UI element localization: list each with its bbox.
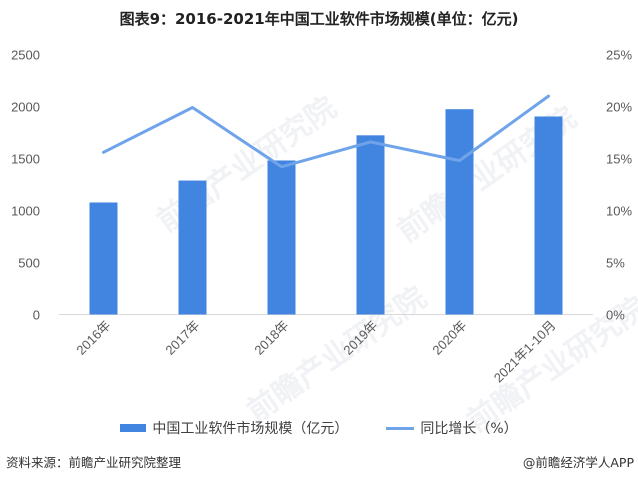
y-axis-left: 0 500 1000 1500 2000 2500 <box>11 48 40 323</box>
x-tick-label: 2018年 <box>251 318 291 358</box>
y-axis-right: 0% 5% 10% 15% 20% 25% <box>606 48 632 323</box>
bar-series <box>89 109 563 315</box>
legend: 中国工业软件市场规模（亿元） 同比增长（%） <box>0 418 638 438</box>
x-tick-label: 2016年 <box>73 318 113 358</box>
x-tick-label: 2021年1-10月 <box>491 318 559 386</box>
legend-label: 同比增长（%） <box>420 421 518 437</box>
y2-tick-label: 0% <box>606 308 625 323</box>
bar <box>178 180 207 315</box>
y-tick-label: 500 <box>18 256 40 271</box>
legend-label: 中国工业软件市场规模（亿元） <box>152 421 349 437</box>
bar <box>534 116 563 315</box>
y-tick-label: 1500 <box>11 152 40 167</box>
growth-line-series <box>102 94 550 169</box>
y2-tick-label: 5% <box>606 256 625 271</box>
legend-item-growth: 同比增长（%） <box>386 418 518 438</box>
bar <box>356 135 385 315</box>
y-tick-label: 2000 <box>11 100 40 115</box>
footer: 资料来源：前瞻产业研究院整理 @前瞻经济学人APP <box>6 452 634 471</box>
y-tick-label: 1000 <box>11 204 40 219</box>
bar <box>267 160 296 315</box>
x-tick-label: 2019年 <box>340 318 380 358</box>
y2-tick-label: 15% <box>606 152 632 167</box>
chart-title: 图表9：2016-2021年中国工业软件市场规模(单位：亿元) <box>119 10 519 28</box>
y2-tick-label: 25% <box>606 48 632 63</box>
legend-item-market-size: 中国工业软件市场规模（亿元） <box>120 418 348 438</box>
bar <box>445 109 474 315</box>
line-swatch-icon <box>386 426 415 430</box>
y2-tick-label: 20% <box>606 100 632 115</box>
y2-tick-label: 10% <box>606 204 632 219</box>
y-tick-label: 2500 <box>11 48 40 63</box>
bar <box>89 202 118 315</box>
x-axis-labels: 2016年 2017年 2018年 2019年 2020年 2021年1-10月 <box>73 318 558 386</box>
x-tick-label: 2020年 <box>429 318 469 358</box>
x-tick-label: 2017年 <box>162 318 202 358</box>
credit-note: @前瞻经济学人APP <box>522 455 634 470</box>
y-tick-label: 0 <box>33 308 40 323</box>
source-note: 资料来源：前瞻产业研究院整理 <box>6 455 182 470</box>
bar-swatch-icon <box>120 424 147 432</box>
